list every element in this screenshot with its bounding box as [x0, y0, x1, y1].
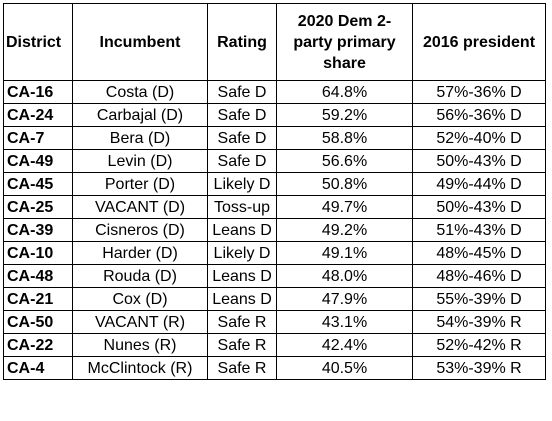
- incumbent-cell: Rouda (D): [72, 264, 208, 288]
- incumbent-cell: Cox (D): [72, 287, 208, 311]
- table-row: CA-7 Bera (D) Safe D 58.8% 52%-40% D: [3, 126, 546, 150]
- president-2016-cell: 54%-39% R: [412, 310, 546, 334]
- district-cell: CA-24: [3, 103, 73, 127]
- primary-share-cell: 49.2%: [276, 218, 413, 242]
- district-cell: CA-10: [3, 241, 73, 265]
- table-row: CA-22 Nunes (R) Safe R 42.4% 52%-42% R: [3, 333, 546, 357]
- primary-share-header: 2020 Dem 2-party primary share: [276, 3, 413, 81]
- incumbent-header: Incumbent: [72, 3, 208, 81]
- rating-cell: Safe R: [207, 310, 277, 334]
- rating-cell: Likely D: [207, 241, 277, 265]
- district-cell: CA-25: [3, 195, 73, 219]
- president-2016-cell: 52%-40% D: [412, 126, 546, 150]
- primary-share-cell: 48.0%: [276, 264, 413, 288]
- president-2016-cell: 50%-43% D: [412, 149, 546, 173]
- incumbent-cell: Porter (D): [72, 172, 208, 196]
- president-2016-cell: 48%-45% D: [412, 241, 546, 265]
- table-body: CA-16 Costa (D) Safe D 64.8% 57%-36% D CA-24 C…: [3, 80, 546, 380]
- rating-cell: Safe D: [207, 149, 277, 173]
- results-table: District Incumbent Rating 2020 Dem 2-par…: [3, 3, 546, 380]
- primary-share-cell: 40.5%: [276, 356, 413, 380]
- district-cell: CA-49: [3, 149, 73, 173]
- rating-cell: Safe D: [207, 80, 277, 104]
- table-row: CA-45 Porter (D) Likely D 50.8% 49%-44% D: [3, 172, 546, 196]
- district-cell: CA-16: [3, 80, 73, 104]
- table-row: CA-48 Rouda (D) Leans D 48.0% 48%-46% D: [3, 264, 546, 288]
- district-cell: CA-21: [3, 287, 73, 311]
- rating-cell: Leans D: [207, 218, 277, 242]
- incumbent-cell: Nunes (R): [72, 333, 208, 357]
- president-2016-cell: 49%-44% D: [412, 172, 546, 196]
- district-cell: CA-45: [3, 172, 73, 196]
- incumbent-cell: VACANT (R): [72, 310, 208, 334]
- primary-share-cell: 56.6%: [276, 149, 413, 173]
- incumbent-cell: McClintock (R): [72, 356, 208, 380]
- president-2016-cell: 56%-36% D: [412, 103, 546, 127]
- rating-cell: Safe R: [207, 356, 277, 380]
- primary-share-cell: 59.2%: [276, 103, 413, 127]
- primary-share-cell: 64.8%: [276, 80, 413, 104]
- table-row: CA-39 Cisneros (D) Leans D 49.2% 51%-43% D: [3, 218, 546, 242]
- president-2016-header: 2016 president: [412, 3, 546, 81]
- district-cell: CA-4: [3, 356, 73, 380]
- rating-cell: Likely D: [207, 172, 277, 196]
- president-2016-cell: 53%-39% R: [412, 356, 546, 380]
- table-header: District Incumbent Rating 2020 Dem 2-par…: [3, 3, 546, 81]
- header-row: District Incumbent Rating 2020 Dem 2-par…: [3, 3, 546, 81]
- rating-header: Rating: [207, 3, 277, 81]
- primary-share-cell: 43.1%: [276, 310, 413, 334]
- rating-cell: Leans D: [207, 264, 277, 288]
- rating-cell: Safe D: [207, 126, 277, 150]
- table-row: CA-4 McClintock (R) Safe R 40.5% 53%-39% R: [3, 356, 546, 380]
- table-row: CA-50 VACANT (R) Safe R 43.1% 54%-39% R: [3, 310, 546, 334]
- incumbent-cell: Levin (D): [72, 149, 208, 173]
- table-row: CA-16 Costa (D) Safe D 64.8% 57%-36% D: [3, 80, 546, 104]
- primary-share-cell: 50.8%: [276, 172, 413, 196]
- primary-share-cell: 58.8%: [276, 126, 413, 150]
- president-2016-cell: 50%-43% D: [412, 195, 546, 219]
- table-row: CA-49 Levin (D) Safe D 56.6% 50%-43% D: [3, 149, 546, 173]
- table-row: CA-21 Cox (D) Leans D 47.9% 55%-39% D: [3, 287, 546, 311]
- primary-share-cell: 49.7%: [276, 195, 413, 219]
- president-2016-cell: 57%-36% D: [412, 80, 546, 104]
- primary-share-cell: 42.4%: [276, 333, 413, 357]
- president-2016-cell: 51%-43% D: [412, 218, 546, 242]
- primary-share-cell: 49.1%: [276, 241, 413, 265]
- table-row: CA-25 VACANT (D) Toss-up 49.7% 50%-43% D: [3, 195, 546, 219]
- district-cell: CA-39: [3, 218, 73, 242]
- rating-cell: Safe D: [207, 103, 277, 127]
- president-2016-cell: 52%-42% R: [412, 333, 546, 357]
- incumbent-cell: Carbajal (D): [72, 103, 208, 127]
- rating-cell: Leans D: [207, 287, 277, 311]
- incumbent-cell: VACANT (D): [72, 195, 208, 219]
- president-2016-cell: 48%-46% D: [412, 264, 546, 288]
- primary-share-cell: 47.9%: [276, 287, 413, 311]
- district-cell: CA-48: [3, 264, 73, 288]
- incumbent-cell: Costa (D): [72, 80, 208, 104]
- district-cell: CA-7: [3, 126, 73, 150]
- rating-cell: Toss-up: [207, 195, 277, 219]
- incumbent-cell: Cisneros (D): [72, 218, 208, 242]
- district-cell: CA-50: [3, 310, 73, 334]
- rating-cell: Safe R: [207, 333, 277, 357]
- president-2016-cell: 55%-39% D: [412, 287, 546, 311]
- table-row: CA-10 Harder (D) Likely D 49.1% 48%-45% D: [3, 241, 546, 265]
- table-row: CA-24 Carbajal (D) Safe D 59.2% 56%-36% D: [3, 103, 546, 127]
- incumbent-cell: Harder (D): [72, 241, 208, 265]
- district-header: District: [3, 3, 73, 81]
- incumbent-cell: Bera (D): [72, 126, 208, 150]
- district-cell: CA-22: [3, 333, 73, 357]
